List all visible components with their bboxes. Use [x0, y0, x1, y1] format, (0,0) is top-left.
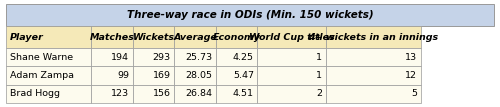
Bar	[133, 85, 174, 103]
Text: 25.73: 25.73	[185, 53, 212, 62]
Bar	[133, 48, 174, 66]
Text: 293: 293	[152, 53, 171, 62]
Text: 5: 5	[412, 89, 418, 98]
Text: Average: Average	[173, 33, 217, 42]
Text: 1: 1	[316, 71, 322, 80]
Bar	[216, 48, 258, 66]
Bar	[6, 48, 91, 66]
Text: World Cup titles: World Cup titles	[248, 33, 334, 42]
Bar	[92, 66, 133, 85]
Bar	[6, 66, 91, 85]
Text: 1: 1	[316, 53, 322, 62]
Bar	[216, 66, 258, 85]
Text: 194: 194	[112, 53, 130, 62]
Bar	[258, 66, 326, 85]
Bar	[133, 66, 174, 85]
Bar	[174, 85, 216, 103]
Text: Economy: Economy	[212, 33, 260, 42]
Text: Adam Zampa: Adam Zampa	[10, 71, 74, 80]
Bar	[6, 4, 494, 26]
Text: 2: 2	[316, 89, 322, 98]
Bar	[92, 48, 133, 66]
Bar	[258, 48, 326, 66]
Bar	[216, 26, 258, 48]
Text: Matches: Matches	[90, 33, 134, 42]
Bar	[174, 48, 216, 66]
Text: 5.47: 5.47	[233, 71, 254, 80]
Bar	[258, 26, 326, 48]
Bar	[326, 85, 421, 103]
Bar	[174, 26, 216, 48]
Bar	[6, 85, 91, 103]
Text: Brad Hogg: Brad Hogg	[10, 89, 59, 98]
Text: 156: 156	[153, 89, 171, 98]
Bar	[326, 26, 421, 48]
Text: 99: 99	[118, 71, 130, 80]
Text: 169: 169	[153, 71, 171, 80]
Text: 4.25: 4.25	[233, 53, 254, 62]
Text: Player: Player	[10, 33, 43, 42]
Bar	[6, 26, 91, 48]
Text: 123: 123	[112, 89, 130, 98]
Text: 26.84: 26.84	[186, 89, 212, 98]
Bar	[216, 85, 258, 103]
Bar	[92, 26, 133, 48]
Bar	[326, 48, 421, 66]
Bar	[258, 85, 326, 103]
Bar	[133, 26, 174, 48]
Text: 4+ wickets in an innings: 4+ wickets in an innings	[308, 33, 438, 42]
Text: 13: 13	[405, 53, 417, 62]
Bar	[326, 66, 421, 85]
Text: 4.51: 4.51	[233, 89, 254, 98]
Bar	[92, 85, 133, 103]
Text: 12: 12	[406, 71, 417, 80]
Text: Three-way race in ODIs (Min. 150 wickets): Three-way race in ODIs (Min. 150 wickets…	[126, 10, 374, 20]
Bar	[174, 66, 216, 85]
Text: Shane Warne: Shane Warne	[10, 53, 72, 62]
Text: Wickets: Wickets	[132, 33, 174, 42]
Text: 28.05: 28.05	[186, 71, 212, 80]
